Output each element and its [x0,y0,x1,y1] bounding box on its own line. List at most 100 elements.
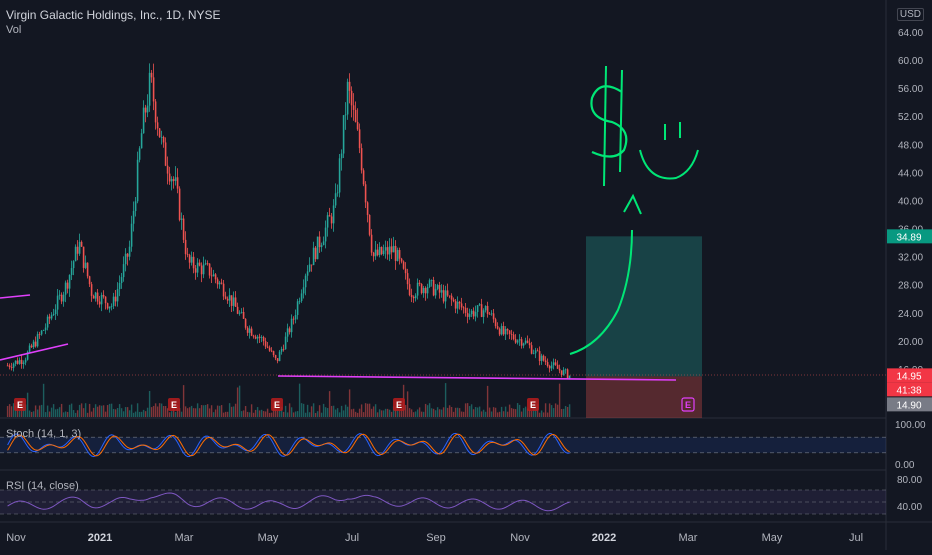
volume-bar [424,403,427,417]
stoch-band [0,437,886,453]
volume-bar [40,404,43,417]
volume-bar [186,408,189,417]
currency-badge[interactable]: USD [896,8,924,21]
volume-bar [484,411,487,417]
candle-body [364,184,367,203]
volume-bar [188,407,191,417]
candle-body [192,256,195,269]
candle-body [234,297,237,307]
candle-body [96,292,99,302]
volume-bar [238,385,241,417]
candle-body [378,246,381,256]
volume-bar [326,408,329,417]
volume-bar [344,404,347,417]
volume-bar [512,408,515,417]
volume-bar [372,406,375,417]
candle-body [308,264,311,272]
time-tick-label: Sep [426,532,446,544]
candle-body [162,136,165,143]
candle-body [504,328,507,335]
volume-bar [156,406,159,417]
time-tick-label: May [762,532,783,544]
earnings-marker-upcoming [681,397,695,412]
candle-body [102,294,105,297]
price-label-text: 41:38 [896,385,921,396]
stoch-d-line [7,433,570,457]
candle-body [180,218,183,220]
volume-bar [142,409,145,417]
candle-body [194,268,197,273]
volume-bar [66,411,69,417]
volume-bar [108,403,111,417]
time-tick-label: Mar [679,532,698,544]
volume-bar [216,405,219,417]
volume-bar [58,407,61,417]
candle-body [240,311,243,313]
volume-bar [244,406,247,417]
candle-body [502,326,505,335]
volume-bar [332,405,335,417]
earnings-marker-label: E [396,400,402,410]
volume-bar [364,403,367,417]
volume-bar [452,411,455,417]
volume-bar [556,404,559,417]
volume-bar [110,403,113,417]
volume-bar [278,410,281,417]
candle-body [70,268,73,276]
candle-body [160,136,163,138]
price-tick-label: 48.00 [898,140,923,151]
candle-body [130,223,133,247]
volume-bar [102,405,105,417]
volume-bar [446,407,449,417]
candle-body [366,202,369,215]
volume-bar [554,403,557,417]
position-stop-zone [586,376,702,418]
volume-bar [470,404,473,417]
candle-body [558,368,561,371]
volume-bar [26,392,29,417]
volume-bar [474,407,477,417]
candle-body [32,341,35,348]
candle-body [526,340,529,343]
candle-body [288,328,291,333]
candle-body [516,340,519,343]
candle-body [200,265,203,275]
price-label-stop [887,397,932,412]
volume-bar [80,403,83,417]
candle-body [434,288,437,296]
candle-body [282,348,285,350]
candle-body [132,211,135,224]
candle-body [48,316,51,319]
candle-body [294,314,297,320]
candle-body [496,326,499,329]
volume-bar [506,411,509,417]
candle-body [26,351,29,360]
candle-body [94,292,97,299]
volume-bar [298,383,301,417]
candle-body [248,328,251,333]
volume-bar [472,409,475,417]
candle-body [562,369,565,375]
price-tick-label: 64.00 [898,28,923,39]
candle-body [262,337,265,342]
candle-body [418,282,421,284]
volume-bar [176,405,179,417]
candle-body [374,249,377,257]
candle-body [208,263,211,276]
volume-bar [88,403,91,417]
volume-bar [406,391,409,417]
volume-bar [206,404,209,417]
volume-bar [518,404,521,417]
candle-body [436,285,439,289]
volume-bar [564,406,567,417]
candle-body [354,109,357,122]
volume-bar [162,405,165,417]
candle-body [310,264,313,266]
volume-bar [256,407,259,417]
volume-bar [404,404,407,417]
candle-body [544,360,547,363]
volume-bar [306,404,309,417]
volume-bar [14,405,17,417]
candle-body [50,315,53,319]
